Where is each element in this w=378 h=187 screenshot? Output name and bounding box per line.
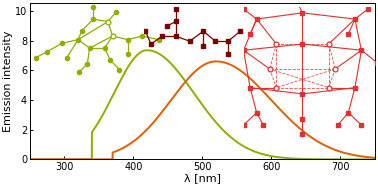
X-axis label: λ [nm]: λ [nm]: [184, 174, 221, 183]
Y-axis label: Emission intensity: Emission intensity: [3, 31, 14, 132]
